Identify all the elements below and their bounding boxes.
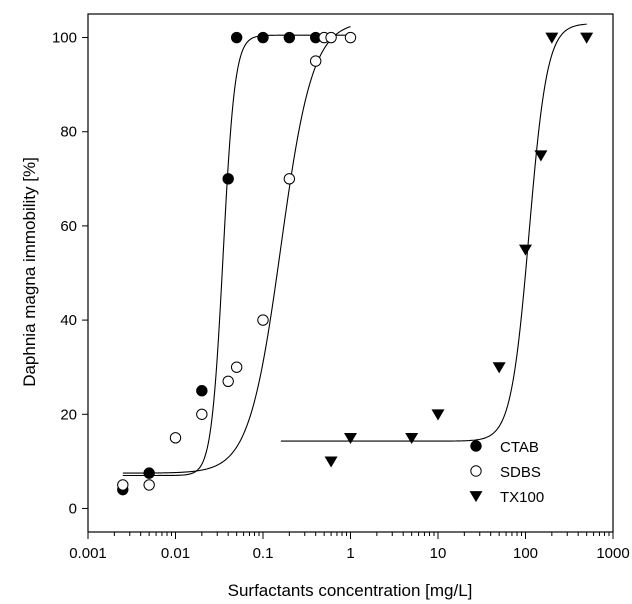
x-tick-label: 0.01 [161,545,190,562]
data-point-sdbs [309,55,322,67]
x-tick-label: 100 [513,545,538,562]
x-tick-label: 1 [346,545,354,562]
x-tick-label: 0.1 [253,545,274,562]
data-point-sdbs [230,361,243,373]
data-point-sdbs [325,31,337,44]
y-tick-label: 80 [60,124,77,141]
fit-curves [122,23,587,477]
data-points [117,31,594,496]
y-tick-label: 40 [60,312,77,329]
data-point-ctab [222,173,234,185]
data-point-sdbs [196,408,208,420]
data-point-tx100 [534,150,548,162]
legend-label-tx100: TX100 [500,489,544,506]
data-point-tx100 [324,456,338,468]
x-tick-label: 1000 [596,545,629,562]
data-point-tx100 [431,409,445,421]
data-point-ctab [143,467,155,479]
data-point-sdbs [344,31,357,44]
x-tick-label: 0.001 [69,545,107,562]
y-tick-label: 60 [60,218,77,235]
data-point-tx100 [519,244,532,256]
x-axis-label: Surfactants concentration [mg/L] [228,581,473,600]
data-point-sdbs [257,314,269,326]
fit-curve-sdbs [122,26,351,474]
data-point-sdbs [117,479,129,491]
data-point-tx100 [580,32,594,44]
data-point-sdbs [283,173,296,185]
data-point-sdbs [169,432,182,444]
data-point-tx100 [344,432,357,444]
legend-label-ctab: CTAB [500,439,539,456]
legend: CTAB SDBS TX100 [469,439,544,506]
data-point-tx100 [545,32,559,44]
y-tick-label: 100 [52,30,77,47]
data-point-ctab [283,31,296,44]
data-point-sdbs [143,479,155,491]
legend-marker-ctab [470,440,482,452]
y-tick-label: 20 [60,406,77,423]
data-point-sdbs [222,375,234,388]
y-axis: 0 20 40 60 80 100 [52,30,88,517]
data-point-tx100 [405,432,419,444]
fit-curve-tx100 [280,23,587,442]
legend-label-sdbs: SDBS [500,464,541,481]
legend-marker-tx100 [469,491,483,503]
data-point-ctab [230,31,243,44]
x-axis: 0.001 0.01 0.1 1 10 100 1000 [69,532,630,562]
y-axis-label: Daphnia magna immobility [%] [20,157,39,387]
data-point-tx100 [492,362,506,374]
data-point-ctab [196,385,208,397]
y-tick-label: 0 [69,500,77,517]
fit-curve-ctab [122,34,351,477]
data-point-ctab [257,31,269,44]
x-tick-label: 10 [430,545,447,562]
legend-marker-sdbs [470,465,482,477]
